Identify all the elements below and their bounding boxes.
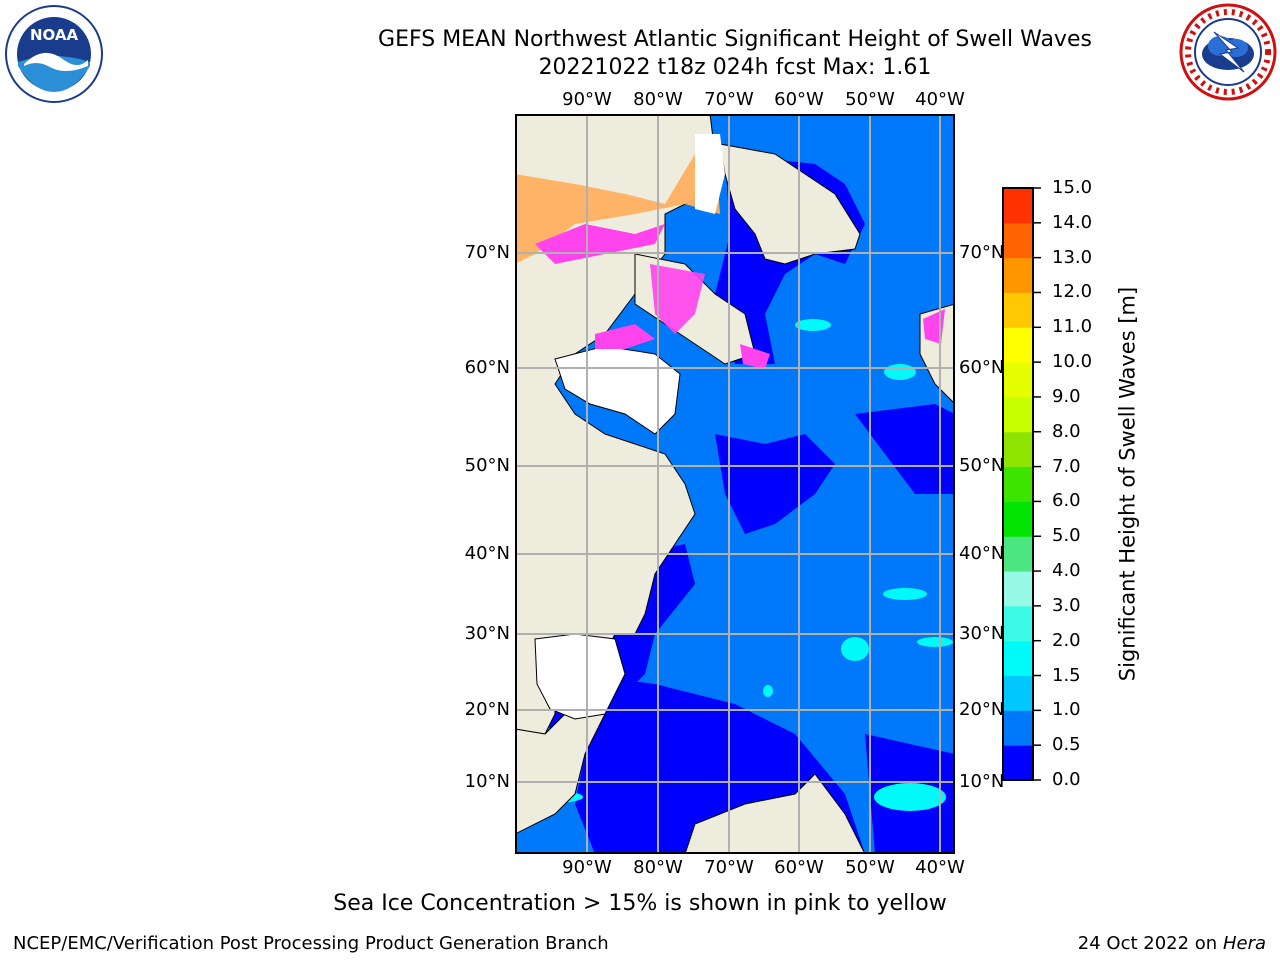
- lat-label-right: 40°N: [959, 543, 1005, 564]
- colorbar-bin: [1003, 640, 1033, 677]
- colorbar-tick-label: 1.5: [1052, 664, 1081, 686]
- noaa-logo-text: NOAA: [30, 26, 79, 44]
- footer-host: Hera: [1222, 933, 1266, 954]
- noaa-logo: NOAA: [5, 5, 103, 103]
- footer-date-text: 24 Oct 2022 on: [1077, 933, 1223, 954]
- colorbar: [1002, 187, 1041, 781]
- lon-label-bottom: 50°W: [845, 857, 895, 878]
- colorbar-bin: [1003, 188, 1033, 224]
- lat-label-left: 20°N: [464, 699, 510, 720]
- colorbar-title: Significant Height of Swell Waves [m]: [1115, 286, 1140, 682]
- lat-label-left: 50°N: [464, 455, 510, 476]
- graticule: [515, 114, 955, 854]
- colorbar-tick-label: 5.0: [1052, 525, 1081, 547]
- colorbar-bin: [1003, 675, 1033, 711]
- colorbar-tick-label: 6.0: [1052, 490, 1081, 512]
- colorbar-bin: [1003, 292, 1033, 328]
- colorbar-bin: [1003, 605, 1033, 642]
- colorbar-bin: [1003, 466, 1033, 502]
- colorbar-tick-label: 10.0: [1052, 351, 1093, 373]
- colorbar-bin: [1003, 257, 1033, 293]
- ice-caption: Sea Ice Concentration > 15% is shown in …: [333, 891, 947, 916]
- colorbar-tick-label: 2.0: [1052, 629, 1081, 651]
- chart-subtitle: 20221022 t18z 024h fcst Max: 1.61: [538, 55, 932, 80]
- colorbar-tick-label: 9.0: [1052, 385, 1081, 407]
- lon-label-top: 90°W: [562, 89, 612, 110]
- colorbar-bin: [1003, 571, 1033, 607]
- colorbar-tick-label: 7.0: [1052, 455, 1081, 477]
- lat-label-right: 20°N: [959, 699, 1005, 720]
- nws-logo: [1179, 3, 1277, 101]
- colorbar-tick-label: 11.0: [1052, 316, 1093, 338]
- colorbar-tick-label: 0.5: [1052, 734, 1081, 756]
- lon-label-top: 80°W: [633, 89, 683, 110]
- chart-title: GEFS MEAN Northwest Atlantic Significant…: [378, 27, 1092, 52]
- colorbar-tick-label: 0.0: [1052, 769, 1081, 790]
- lat-label-right: 30°N: [959, 623, 1005, 644]
- lon-label-bottom: 70°W: [704, 857, 754, 878]
- lon-label-top: 60°W: [774, 89, 824, 110]
- colorbar-bin: [1003, 396, 1033, 433]
- lon-label-top: 50°W: [845, 89, 895, 110]
- colorbar-tick-label: 15.0: [1052, 177, 1093, 198]
- lon-label-top: 40°W: [915, 89, 965, 110]
- colorbar-tick-label: 13.0: [1052, 246, 1093, 268]
- lon-label-bottom: 60°W: [774, 857, 824, 878]
- colorbar-bin: [1003, 745, 1033, 781]
- colorbar-bin: [1003, 536, 1033, 572]
- map-frame: [515, 114, 955, 854]
- lat-label-right: 60°N: [959, 357, 1005, 378]
- colorbar-bin: [1003, 431, 1033, 468]
- lat-label-left: 30°N: [464, 623, 510, 644]
- lat-label-right: 70°N: [959, 242, 1005, 263]
- lat-label-right: 10°N: [959, 771, 1005, 792]
- lon-label-bottom: 80°W: [633, 857, 683, 878]
- lon-label-bottom: 40°W: [915, 857, 965, 878]
- lon-label-top: 70°W: [704, 89, 754, 110]
- colorbar-tick-label: 1.0: [1052, 699, 1081, 721]
- lat-label-left: 40°N: [464, 543, 510, 564]
- colorbar-tick-label: 3.0: [1052, 594, 1081, 616]
- lat-label-right: 50°N: [959, 455, 1005, 476]
- lat-label-left: 60°N: [464, 357, 510, 378]
- colorbar-bin: [1003, 710, 1033, 746]
- lat-label-left: 70°N: [464, 242, 510, 263]
- colorbar-tick-label: 14.0: [1052, 211, 1093, 233]
- colorbar-bin: [1003, 327, 1033, 363]
- lon-label-bottom: 90°W: [562, 857, 612, 878]
- colorbar-bin: [1003, 362, 1033, 398]
- map-panel: [515, 114, 955, 854]
- colorbar-tick-label: 12.0: [1052, 281, 1093, 303]
- lat-label-left: 10°N: [464, 771, 510, 792]
- colorbar-bin: [1003, 501, 1033, 537]
- colorbar-bin: [1003, 222, 1033, 259]
- colorbar-tick-label: 4.0: [1052, 560, 1081, 582]
- footer-credit: NCEP/EMC/Verification Post Processing Pr…: [13, 933, 609, 954]
- footer-date: 24 Oct 2022 on Hera: [1078, 933, 1266, 954]
- colorbar-tick-label: 8.0: [1052, 420, 1081, 442]
